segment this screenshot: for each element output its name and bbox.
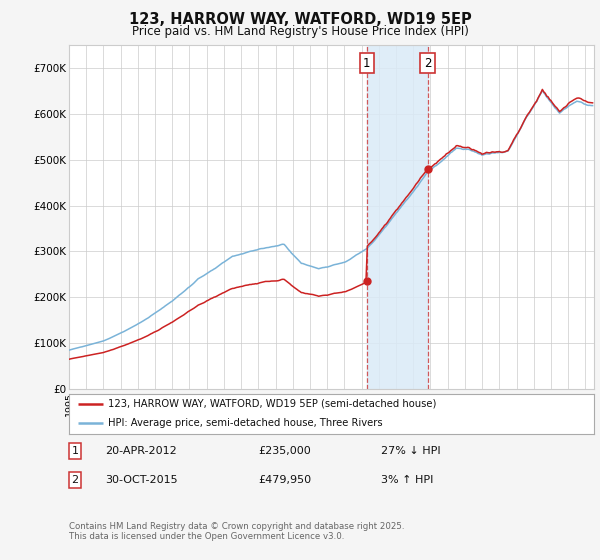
Text: 30-OCT-2015: 30-OCT-2015 <box>105 475 178 485</box>
Text: 27% ↓ HPI: 27% ↓ HPI <box>381 446 440 456</box>
Text: 123, HARROW WAY, WATFORD, WD19 5EP (semi-detached house): 123, HARROW WAY, WATFORD, WD19 5EP (semi… <box>109 399 437 409</box>
Text: £235,000: £235,000 <box>258 446 311 456</box>
Text: 1: 1 <box>363 57 371 69</box>
Text: HPI: Average price, semi-detached house, Three Rivers: HPI: Average price, semi-detached house,… <box>109 418 383 428</box>
Text: 3% ↑ HPI: 3% ↑ HPI <box>381 475 433 485</box>
Text: 123, HARROW WAY, WATFORD, WD19 5EP: 123, HARROW WAY, WATFORD, WD19 5EP <box>128 12 472 27</box>
Text: Contains HM Land Registry data © Crown copyright and database right 2025.
This d: Contains HM Land Registry data © Crown c… <box>69 522 404 542</box>
Text: Price paid vs. HM Land Registry's House Price Index (HPI): Price paid vs. HM Land Registry's House … <box>131 25 469 38</box>
Text: £479,950: £479,950 <box>258 475 311 485</box>
Text: 1: 1 <box>71 446 79 456</box>
Text: 20-APR-2012: 20-APR-2012 <box>105 446 177 456</box>
Text: 2: 2 <box>71 475 79 485</box>
Text: 2: 2 <box>424 57 431 69</box>
Bar <box>367 45 428 389</box>
